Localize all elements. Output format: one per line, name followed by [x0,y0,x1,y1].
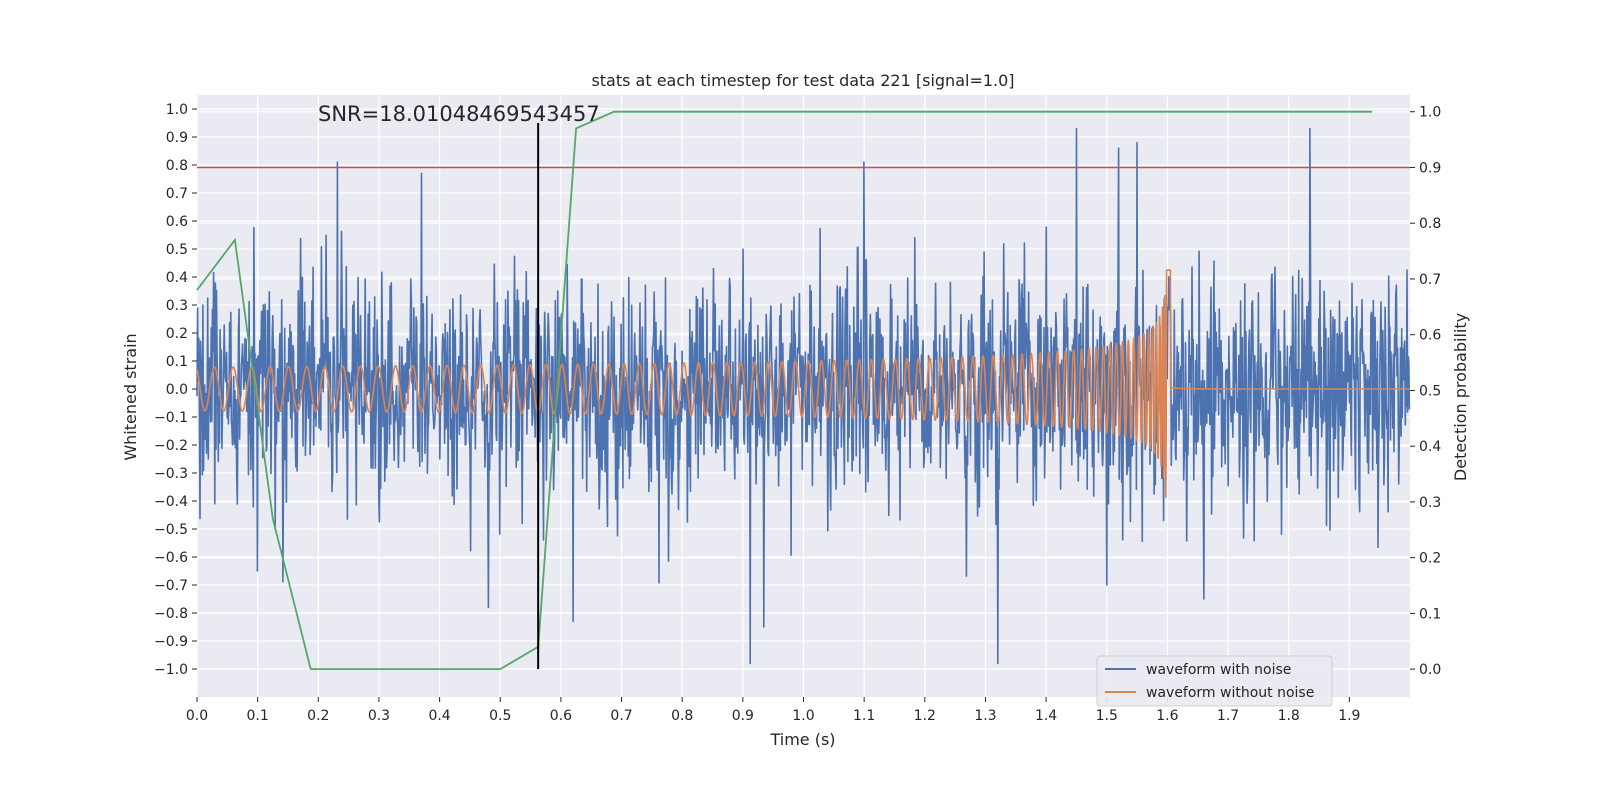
y-left-tick-label: 0.4 [166,270,188,286]
snr-annotation: SNR=18.01048469543457 [318,102,600,126]
y-right-tick-label: 0.0 [1419,662,1441,678]
x-tick-label: 1.3 [974,708,996,724]
y-left-tick-label: −0.8 [154,606,188,622]
x-tick-label: 0.7 [610,708,632,724]
y-left-tick-label: 0.9 [166,130,188,146]
x-tick-label: 1.6 [1156,708,1178,724]
y-axis-label-right: Detection probability [1451,313,1470,481]
legend-label: waveform without noise [1146,685,1314,701]
y-right-tick-label: 0.8 [1419,216,1441,232]
y-left-tick-label: 0.5 [166,242,188,258]
y-left-tick-label: −0.4 [154,494,188,510]
x-tick-label: 0.9 [732,708,754,724]
x-tick-label: 1.8 [1278,708,1300,724]
overlay-layer [196,110,1410,670]
y-right-tick-label: 0.7 [1419,272,1441,288]
x-tick-label: 0.3 [368,708,390,724]
y-left-tick-label: −0.9 [154,634,188,650]
series-waveform-with-noise [196,127,1411,665]
y-right-tick-label: 0.9 [1419,160,1441,176]
legend: waveform with noise waveform without nois… [1096,655,1333,707]
x-tick-label: 0.1 [247,708,269,724]
y-left-tick-label: −0.2 [154,438,188,454]
y-right-tick-label: 0.5 [1419,383,1441,399]
series-waveform-without-noise [196,269,1411,498]
x-tick-label: 1.2 [914,708,936,724]
y-left-tick-label: 0.1 [166,354,188,370]
legend-label: waveform with noise [1146,662,1291,678]
x-tick-label: 1.7 [1217,708,1239,724]
y-right-tick-label: 1.0 [1419,105,1441,121]
y-left-tick-label: −0.5 [154,522,188,538]
y-right-tick-label: 0.6 [1419,328,1441,344]
y-left-tick-label: 0.6 [166,214,188,230]
y-left-tick-label: 0.0 [166,382,188,398]
x-axis-label: Time (s) [769,730,835,749]
x-tick-label: 1.4 [1035,708,1057,724]
x-tick-label: 1.1 [853,708,875,724]
chart-title: stats at each timestep for test data 221… [591,71,1014,90]
x-tick-label: 0.8 [671,708,693,724]
y-right-tick-label: 0.4 [1419,439,1441,455]
axes: 0.0 0.1 0.2 0.3 0.4 0.5 0.6 0.7 0.8 0.9 1.0 1.1 1.2 1… [154,102,1441,724]
x-tick-label: 1.0 [792,708,814,724]
y-left-tick-label: −0.3 [154,466,188,482]
y-left-tick-label: 0.2 [166,326,188,342]
y-left-tick-label: 1.0 [166,102,188,118]
y-left-tick-label: 0.8 [166,158,188,174]
legend-box [1096,655,1333,707]
y-right-tick-label: 0.2 [1419,551,1441,567]
y-axis-label-left: Whitened strain [121,333,140,460]
x-tick-label: 1.5 [1096,708,1118,724]
y-left-tick-label: 0.3 [166,298,188,314]
y-left-tick-label: −0.6 [154,550,188,566]
y-left-tick-label: −0.7 [154,578,188,594]
x-tick-label: 0.4 [428,708,450,724]
y-left-tick-label: −0.1 [154,410,188,426]
series-layer [196,127,1411,665]
x-tick-label: 1.9 [1338,708,1360,724]
detection-probability-line [196,110,1373,670]
x-tick-label: 0.6 [550,708,572,724]
y-left-tick-label: 0.7 [166,186,188,202]
x-tick-label: 0.0 [186,708,208,724]
y-right-tick-label: 0.1 [1419,606,1441,622]
x-tick-label: 0.5 [489,708,511,724]
y-right-tick-label: 0.3 [1419,495,1441,511]
x-tick-label: 0.2 [307,708,329,724]
y-left-tick-label: −1.0 [154,662,188,678]
